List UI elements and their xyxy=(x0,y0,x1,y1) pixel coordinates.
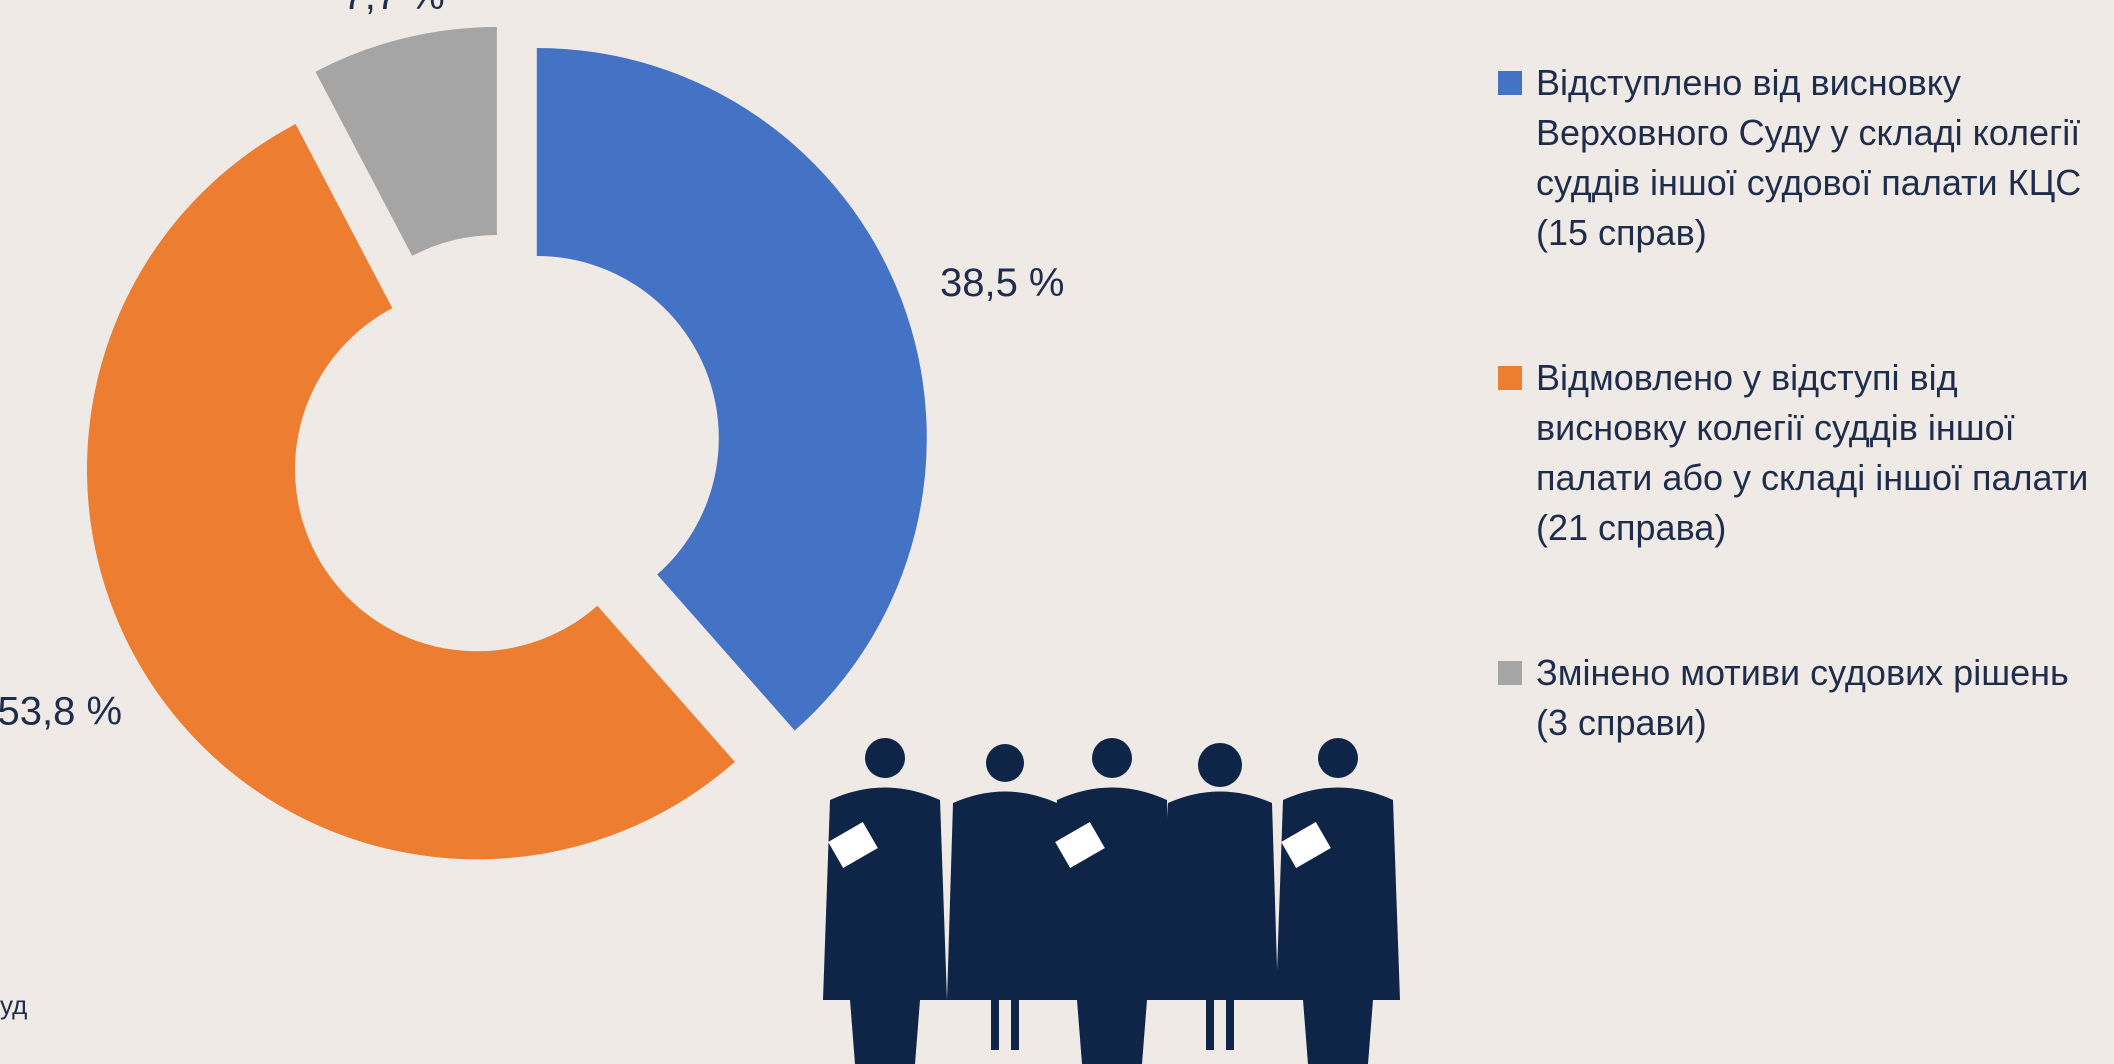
value-label: 53,8 % xyxy=(0,689,122,733)
legend-item: Відмовлено у відступі від висновку колег… xyxy=(1498,353,2098,553)
legend-item: Відступлено від висновку Верховного Суду… xyxy=(1498,58,2098,258)
legend-label: Відмовлено у відступі від висновку колег… xyxy=(1536,357,2089,548)
legend-item: Змінено мотиви судових рішень (3 справи) xyxy=(1498,648,2098,748)
legend-label: Змінено мотиви судових рішень (3 справи) xyxy=(1536,652,2069,743)
donut-segment xyxy=(315,26,497,256)
value-label: 38,5 % xyxy=(940,261,1065,305)
legend-label: Відступлено від висновку Верховного Суду… xyxy=(1536,62,2082,253)
donut-segment xyxy=(86,124,735,860)
footer: уд xyxy=(0,990,28,1020)
legend-swatch xyxy=(1498,366,1522,390)
donut-segment xyxy=(536,47,927,731)
legend-swatch xyxy=(1498,661,1522,685)
judges-illustration xyxy=(823,738,1400,1064)
legend: Відступлено від висновку Верховного Суду… xyxy=(1498,58,2098,843)
value-label: 7,7 % xyxy=(342,0,444,18)
legend-swatch xyxy=(1498,71,1522,95)
